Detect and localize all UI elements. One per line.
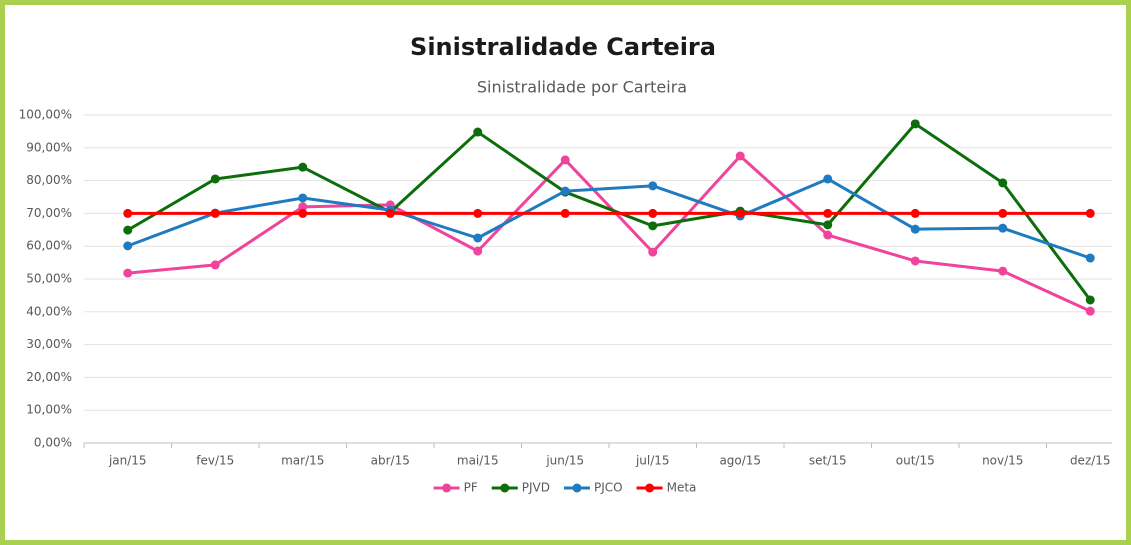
data-point	[823, 230, 833, 240]
x-tick-label: jan/15	[108, 454, 147, 468]
data-point	[910, 119, 920, 129]
data-point	[823, 220, 833, 230]
x-tick-label: abr/15	[371, 454, 410, 468]
data-point	[735, 208, 745, 218]
y-tick-label: 60,00%	[26, 239, 72, 253]
data-point	[648, 208, 658, 218]
legend-label: PF	[464, 481, 478, 495]
x-tick-label: out/15	[896, 454, 935, 468]
x-tick-label: ago/15	[719, 454, 761, 468]
data-point	[123, 241, 133, 251]
legend-marker	[572, 483, 582, 493]
data-point	[648, 221, 658, 231]
data-point	[1085, 208, 1095, 218]
series-line	[127, 177, 1091, 260]
data-point	[910, 256, 920, 266]
x-tick-label: dez/15	[1070, 454, 1111, 468]
x-tick-label: mai/15	[457, 454, 499, 468]
series-line	[126, 122, 1092, 301]
legend-marker	[442, 483, 452, 493]
data-point	[560, 155, 570, 165]
y-tick-label: 40,00%	[26, 304, 72, 318]
data-point	[910, 208, 920, 218]
y-tick-label: 80,00%	[26, 173, 72, 187]
data-point	[123, 225, 133, 235]
y-tick-label: 30,00%	[26, 337, 72, 351]
data-point	[823, 208, 833, 218]
y-tick-label: 0,00%	[34, 436, 72, 450]
legend-marker	[500, 483, 510, 493]
data-point	[210, 174, 220, 184]
data-point	[298, 202, 308, 212]
data-point	[298, 208, 308, 218]
chart-title: Sinistralidade Carteira	[410, 33, 716, 61]
data-point	[998, 223, 1008, 233]
data-point	[123, 268, 133, 278]
data-point	[998, 266, 1008, 276]
data-point	[560, 186, 570, 196]
data-point	[910, 224, 920, 234]
y-tick-label: 20,00%	[26, 370, 72, 384]
data-point	[560, 208, 570, 218]
data-point	[823, 174, 833, 184]
data-point	[473, 246, 483, 256]
legend-label: Meta	[667, 481, 697, 495]
chart-subtitle: Sinistralidade por Carteira	[477, 78, 687, 97]
data-point	[1085, 295, 1095, 305]
data-point	[648, 181, 658, 191]
y-tick-label: 50,00%	[26, 272, 72, 286]
data-point	[210, 208, 220, 218]
x-tick-label: jun/15	[545, 454, 584, 468]
x-tick-label: nov/15	[982, 454, 1023, 468]
data-point	[998, 208, 1008, 218]
legend-label: PJVD	[522, 481, 550, 495]
data-point	[473, 127, 483, 137]
legend-marker	[645, 483, 655, 493]
y-tick-label: 10,00%	[26, 403, 72, 417]
x-tick-label: mar/15	[281, 454, 324, 468]
legend-label: PJCO	[594, 481, 623, 495]
data-point	[648, 247, 658, 257]
x-tick-label: set/15	[809, 454, 847, 468]
legend: PF PJVD PJCO Meta	[433, 481, 697, 495]
data-point	[298, 162, 308, 172]
data-point	[210, 260, 220, 270]
data-point	[473, 233, 483, 243]
x-tick-label: fev/15	[196, 454, 234, 468]
x-tick-label: jul/15	[635, 454, 670, 468]
data-point	[385, 208, 395, 218]
y-tick-label: 100,00%	[19, 108, 72, 122]
series-line	[127, 154, 1091, 313]
data-point	[735, 151, 745, 161]
y-tick-label: 90,00%	[26, 140, 72, 154]
data-point	[998, 178, 1008, 188]
data-point	[1085, 253, 1095, 263]
data-point	[473, 208, 483, 218]
data-point	[1085, 306, 1095, 316]
data-point	[298, 193, 308, 203]
data-point	[123, 208, 133, 218]
y-tick-label: 70,00%	[26, 206, 72, 220]
